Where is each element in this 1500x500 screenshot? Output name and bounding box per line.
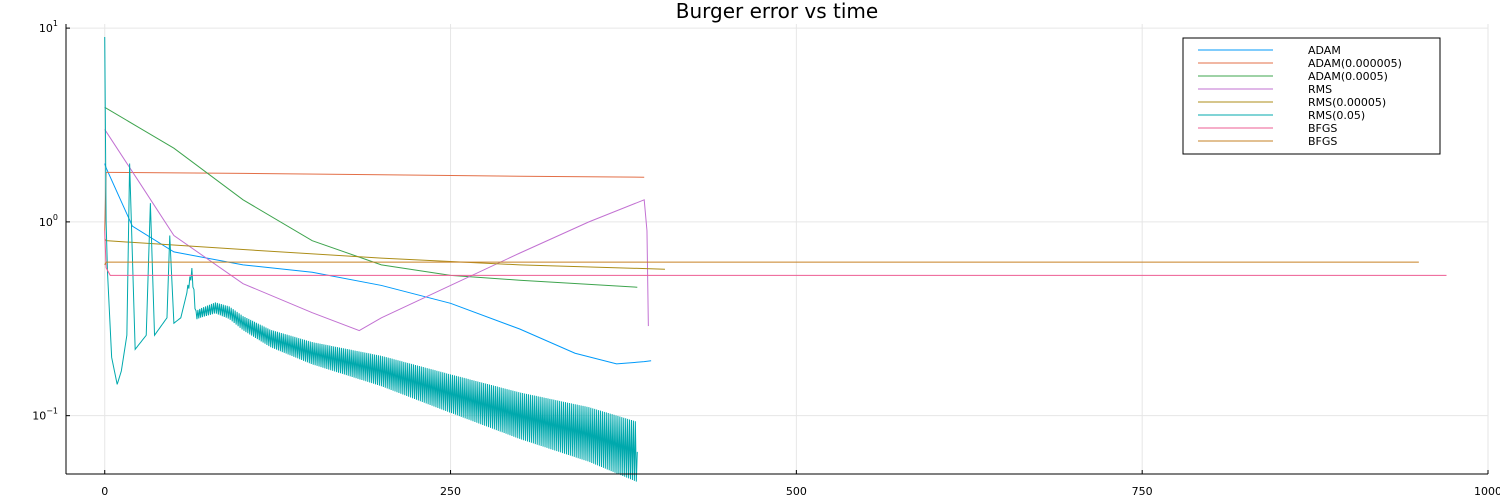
grid-lines (66, 24, 1489, 474)
y-tick-labels: 10−1 100 101 (32, 19, 58, 423)
x-tick-labels: 0 250 500 750 1000 (101, 485, 1500, 498)
legend-label: ADAM(0.000005) (1308, 57, 1402, 70)
series-line-adam-0-0005 (104, 106, 638, 288)
plot-series (104, 36, 1447, 482)
series-line-bfgs (104, 261, 1419, 266)
legend-label: BFGS (1308, 135, 1337, 148)
axes (65, 24, 1489, 475)
legend-label: RMS(0.05) (1308, 109, 1365, 122)
legend-label: RMS(0.00005) (1308, 96, 1386, 109)
legend-label: ADAM (1308, 44, 1341, 57)
series-line-rms-0-00005 (104, 238, 665, 270)
legend-label: ADAM(0.0005) (1308, 70, 1388, 83)
chart-title: Burger error vs time (676, 0, 878, 23)
x-tick-label: 250 (440, 485, 461, 498)
legend: ADAMADAM(0.000005)ADAM(0.0005)RMSRMS(0.0… (1182, 37, 1441, 155)
y-tick-label: 101 (39, 19, 58, 35)
y-tick-label: 10−1 (32, 407, 58, 423)
y-tick-label: 100 (39, 213, 58, 229)
x-tick-label: 1000 (1474, 485, 1500, 498)
x-tick-label: 500 (786, 485, 807, 498)
legend-label: RMS (1308, 83, 1332, 96)
legend-label: BFGS (1308, 122, 1337, 135)
x-tick-label: 0 (101, 485, 108, 498)
legend-box (1182, 37, 1441, 155)
series-line-bfgs (104, 230, 1447, 276)
series-line-rms-0-05 (104, 36, 638, 482)
x-tick-label: 750 (1132, 485, 1153, 498)
series-line-adam (104, 163, 652, 365)
series-line-rms (104, 129, 649, 332)
